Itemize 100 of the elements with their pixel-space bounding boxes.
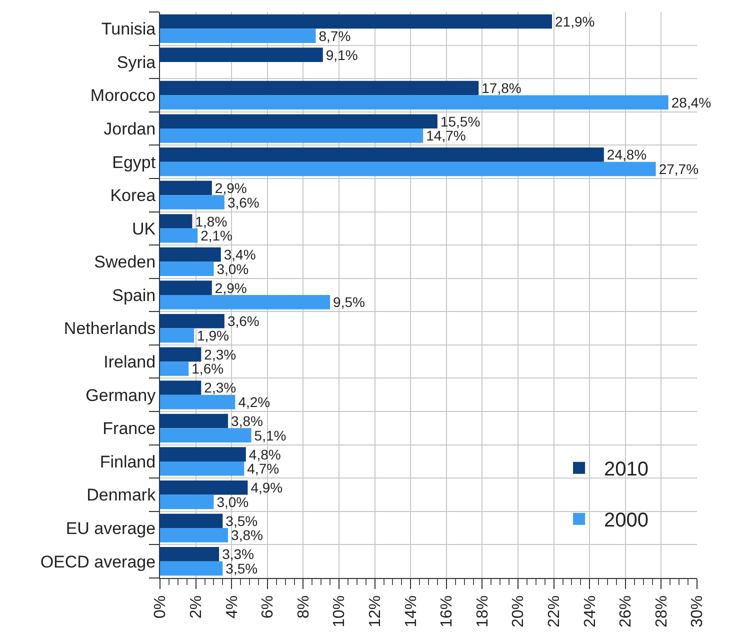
- bar: [160, 494, 214, 510]
- x-tick-label: 22%: [546, 595, 563, 628]
- legend-label: 2000: [604, 510, 649, 532]
- x-tick-label: 28%: [653, 595, 670, 628]
- y-tick-label: Syria: [116, 52, 156, 72]
- bar: [160, 547, 220, 562]
- bar: [160, 128, 424, 143]
- bar: [160, 114, 438, 129]
- x-tick-label: 26%: [618, 595, 635, 628]
- data-label: 3,6%: [227, 313, 260, 330]
- bar: [160, 80, 479, 96]
- bar: [160, 528, 228, 542]
- y-tick-label: Korea: [110, 186, 156, 206]
- y-tick-label: Germany: [86, 386, 156, 405]
- bar: [160, 247, 221, 262]
- data-label: 28,4%: [671, 94, 712, 110]
- bar: [160, 95, 668, 110]
- x-tick-label: 4%: [224, 595, 241, 619]
- data-label: 2,9%: [214, 280, 247, 296]
- bar: [160, 280, 212, 295]
- y-tick-label: Spain: [112, 286, 156, 305]
- bar: [160, 480, 248, 495]
- bar: [160, 414, 228, 428]
- bar: [160, 295, 330, 310]
- data-label: 1,6%: [192, 360, 224, 377]
- data-label: 14,7%: [426, 128, 466, 144]
- data-label: 1,9%: [197, 327, 229, 344]
- data-label: 21,9%: [555, 13, 595, 30]
- bar: [160, 394, 236, 410]
- data-label: 8,7%: [318, 28, 351, 44]
- bar: [160, 14, 552, 29]
- bar: [160, 428, 252, 442]
- bar: [160, 380, 202, 395]
- y-tick-label: Morocco: [90, 86, 156, 106]
- bar: [160, 347, 202, 362]
- data-label: 3,5%: [226, 560, 258, 577]
- bar: [160, 447, 246, 462]
- bar: [160, 461, 244, 476]
- bar: [160, 262, 214, 276]
- data-label: 2,1%: [200, 228, 233, 244]
- y-tick-label: UK: [132, 219, 156, 238]
- x-tick-label: 2%: [188, 595, 205, 619]
- x-tick-label: 12%: [367, 595, 384, 628]
- x-tick-label: 0%: [152, 595, 170, 619]
- y-tick-label: Denmark: [86, 486, 156, 505]
- data-label: 2,3%: [204, 380, 236, 396]
- x-tick-label: 20%: [510, 595, 528, 628]
- data-label: 3,8%: [231, 413, 263, 430]
- bar: [160, 28, 316, 43]
- data-label: 4,9%: [250, 480, 283, 496]
- data-label: 1,8%: [195, 213, 228, 230]
- bar: [160, 561, 223, 576]
- data-label: 3,0%: [216, 260, 249, 277]
- y-tick-label: EU average: [66, 519, 156, 538]
- bar: [160, 180, 212, 196]
- y-tick-label: Ireland: [104, 352, 156, 372]
- data-label: 4,2%: [238, 394, 270, 410]
- y-tick-label: Netherlands: [64, 319, 156, 338]
- data-label: 3,5%: [226, 512, 258, 529]
- y-tick-label: Finland: [100, 452, 156, 472]
- x-tick-label: 8%: [295, 595, 312, 619]
- x-tick-label: 18%: [474, 595, 492, 628]
- data-label: 9,1%: [326, 46, 358, 63]
- data-label: 3,8%: [231, 527, 263, 544]
- legend-label: 2010: [604, 458, 649, 481]
- data-label: 4,7%: [247, 460, 280, 477]
- bar: [160, 195, 224, 210]
- data-label: 5,1%: [254, 427, 286, 444]
- bar: [160, 228, 198, 243]
- data-label: 3,0%: [216, 494, 249, 510]
- x-tick-label: 30%: [689, 595, 706, 628]
- data-label: 2,9%: [214, 180, 247, 196]
- y-tick-label: OECD average: [40, 552, 156, 572]
- bar: [160, 314, 224, 328]
- data-label: 3,6%: [227, 194, 260, 210]
- bar: [160, 514, 223, 528]
- data-label: 9,5%: [333, 294, 365, 310]
- data-label: 17,8%: [482, 80, 522, 96]
- bar: [160, 214, 192, 228]
- x-tick-label: 24%: [582, 595, 599, 628]
- bar: [160, 48, 323, 62]
- data-label: 15,5%: [440, 113, 480, 130]
- data-label: 3,4%: [224, 246, 256, 263]
- x-tick-label: 10%: [331, 595, 348, 628]
- x-tick-label: 14%: [402, 595, 420, 628]
- bar: [160, 328, 194, 343]
- y-tick-label: France: [102, 419, 156, 438]
- x-tick-label: 6%: [260, 595, 277, 619]
- data-label: 2,3%: [204, 346, 236, 362]
- x-tick-label: 16%: [438, 595, 456, 628]
- data-label: 24,8%: [606, 146, 647, 163]
- data-label: 27,7%: [658, 160, 699, 177]
- y-tick-label: Egypt: [112, 152, 156, 172]
- bar: [160, 362, 189, 376]
- data-label: 3,3%: [222, 546, 254, 562]
- data-label: 4,8%: [248, 446, 281, 462]
- bar: [160, 162, 656, 176]
- y-tick-label: Sweden: [94, 252, 156, 272]
- bar: [160, 148, 604, 162]
- y-tick-label: Jordan: [104, 119, 156, 138]
